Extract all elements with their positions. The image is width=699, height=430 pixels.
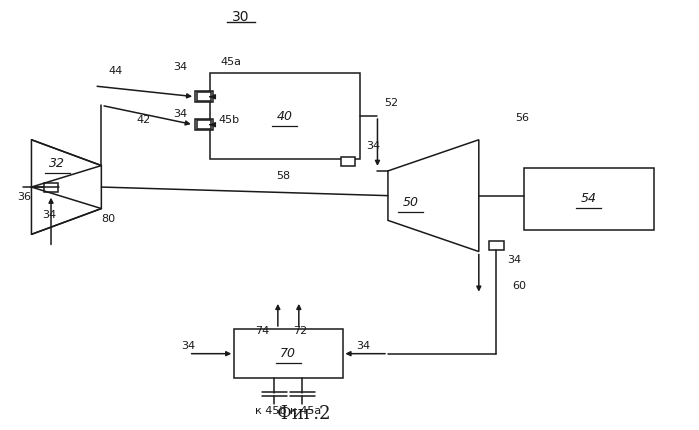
- Bar: [234, 329, 343, 378]
- Bar: [43, 182, 58, 192]
- Text: 34: 34: [356, 341, 370, 351]
- Text: 80: 80: [101, 214, 115, 224]
- Text: 54: 54: [581, 192, 597, 206]
- Bar: [197, 92, 211, 101]
- Bar: [195, 119, 213, 130]
- Text: 52: 52: [384, 98, 398, 108]
- Text: 72: 72: [294, 326, 308, 336]
- Text: 45a: 45a: [220, 57, 241, 68]
- Bar: [489, 241, 504, 249]
- Polygon shape: [31, 140, 101, 234]
- Text: 36: 36: [17, 191, 31, 202]
- Bar: [197, 120, 211, 129]
- Text: 34: 34: [507, 255, 521, 265]
- Text: 34: 34: [366, 141, 380, 151]
- Text: 34: 34: [42, 210, 56, 220]
- Bar: [524, 168, 654, 230]
- Text: 70: 70: [280, 347, 296, 360]
- Text: 34: 34: [173, 109, 187, 119]
- Text: 45b: 45b: [218, 115, 239, 126]
- Text: 50: 50: [403, 196, 418, 209]
- Polygon shape: [388, 140, 479, 252]
- Text: 42: 42: [136, 115, 150, 126]
- Text: 56: 56: [515, 113, 529, 123]
- Text: к 45b: к 45b: [255, 405, 287, 416]
- Bar: [195, 91, 213, 102]
- Text: 34: 34: [182, 341, 196, 351]
- Text: 44: 44: [108, 65, 122, 76]
- Text: Фиг.2: Фиг.2: [278, 405, 331, 423]
- Text: 60: 60: [512, 281, 526, 291]
- Text: 32: 32: [50, 157, 65, 170]
- Text: 40: 40: [277, 110, 293, 123]
- Text: 30: 30: [232, 10, 250, 24]
- Text: 74: 74: [255, 326, 269, 336]
- Bar: [210, 73, 360, 159]
- Text: 34: 34: [173, 61, 187, 72]
- Text: 58: 58: [276, 171, 290, 181]
- Text: к 45а: к 45а: [290, 405, 322, 416]
- Bar: [341, 157, 355, 166]
